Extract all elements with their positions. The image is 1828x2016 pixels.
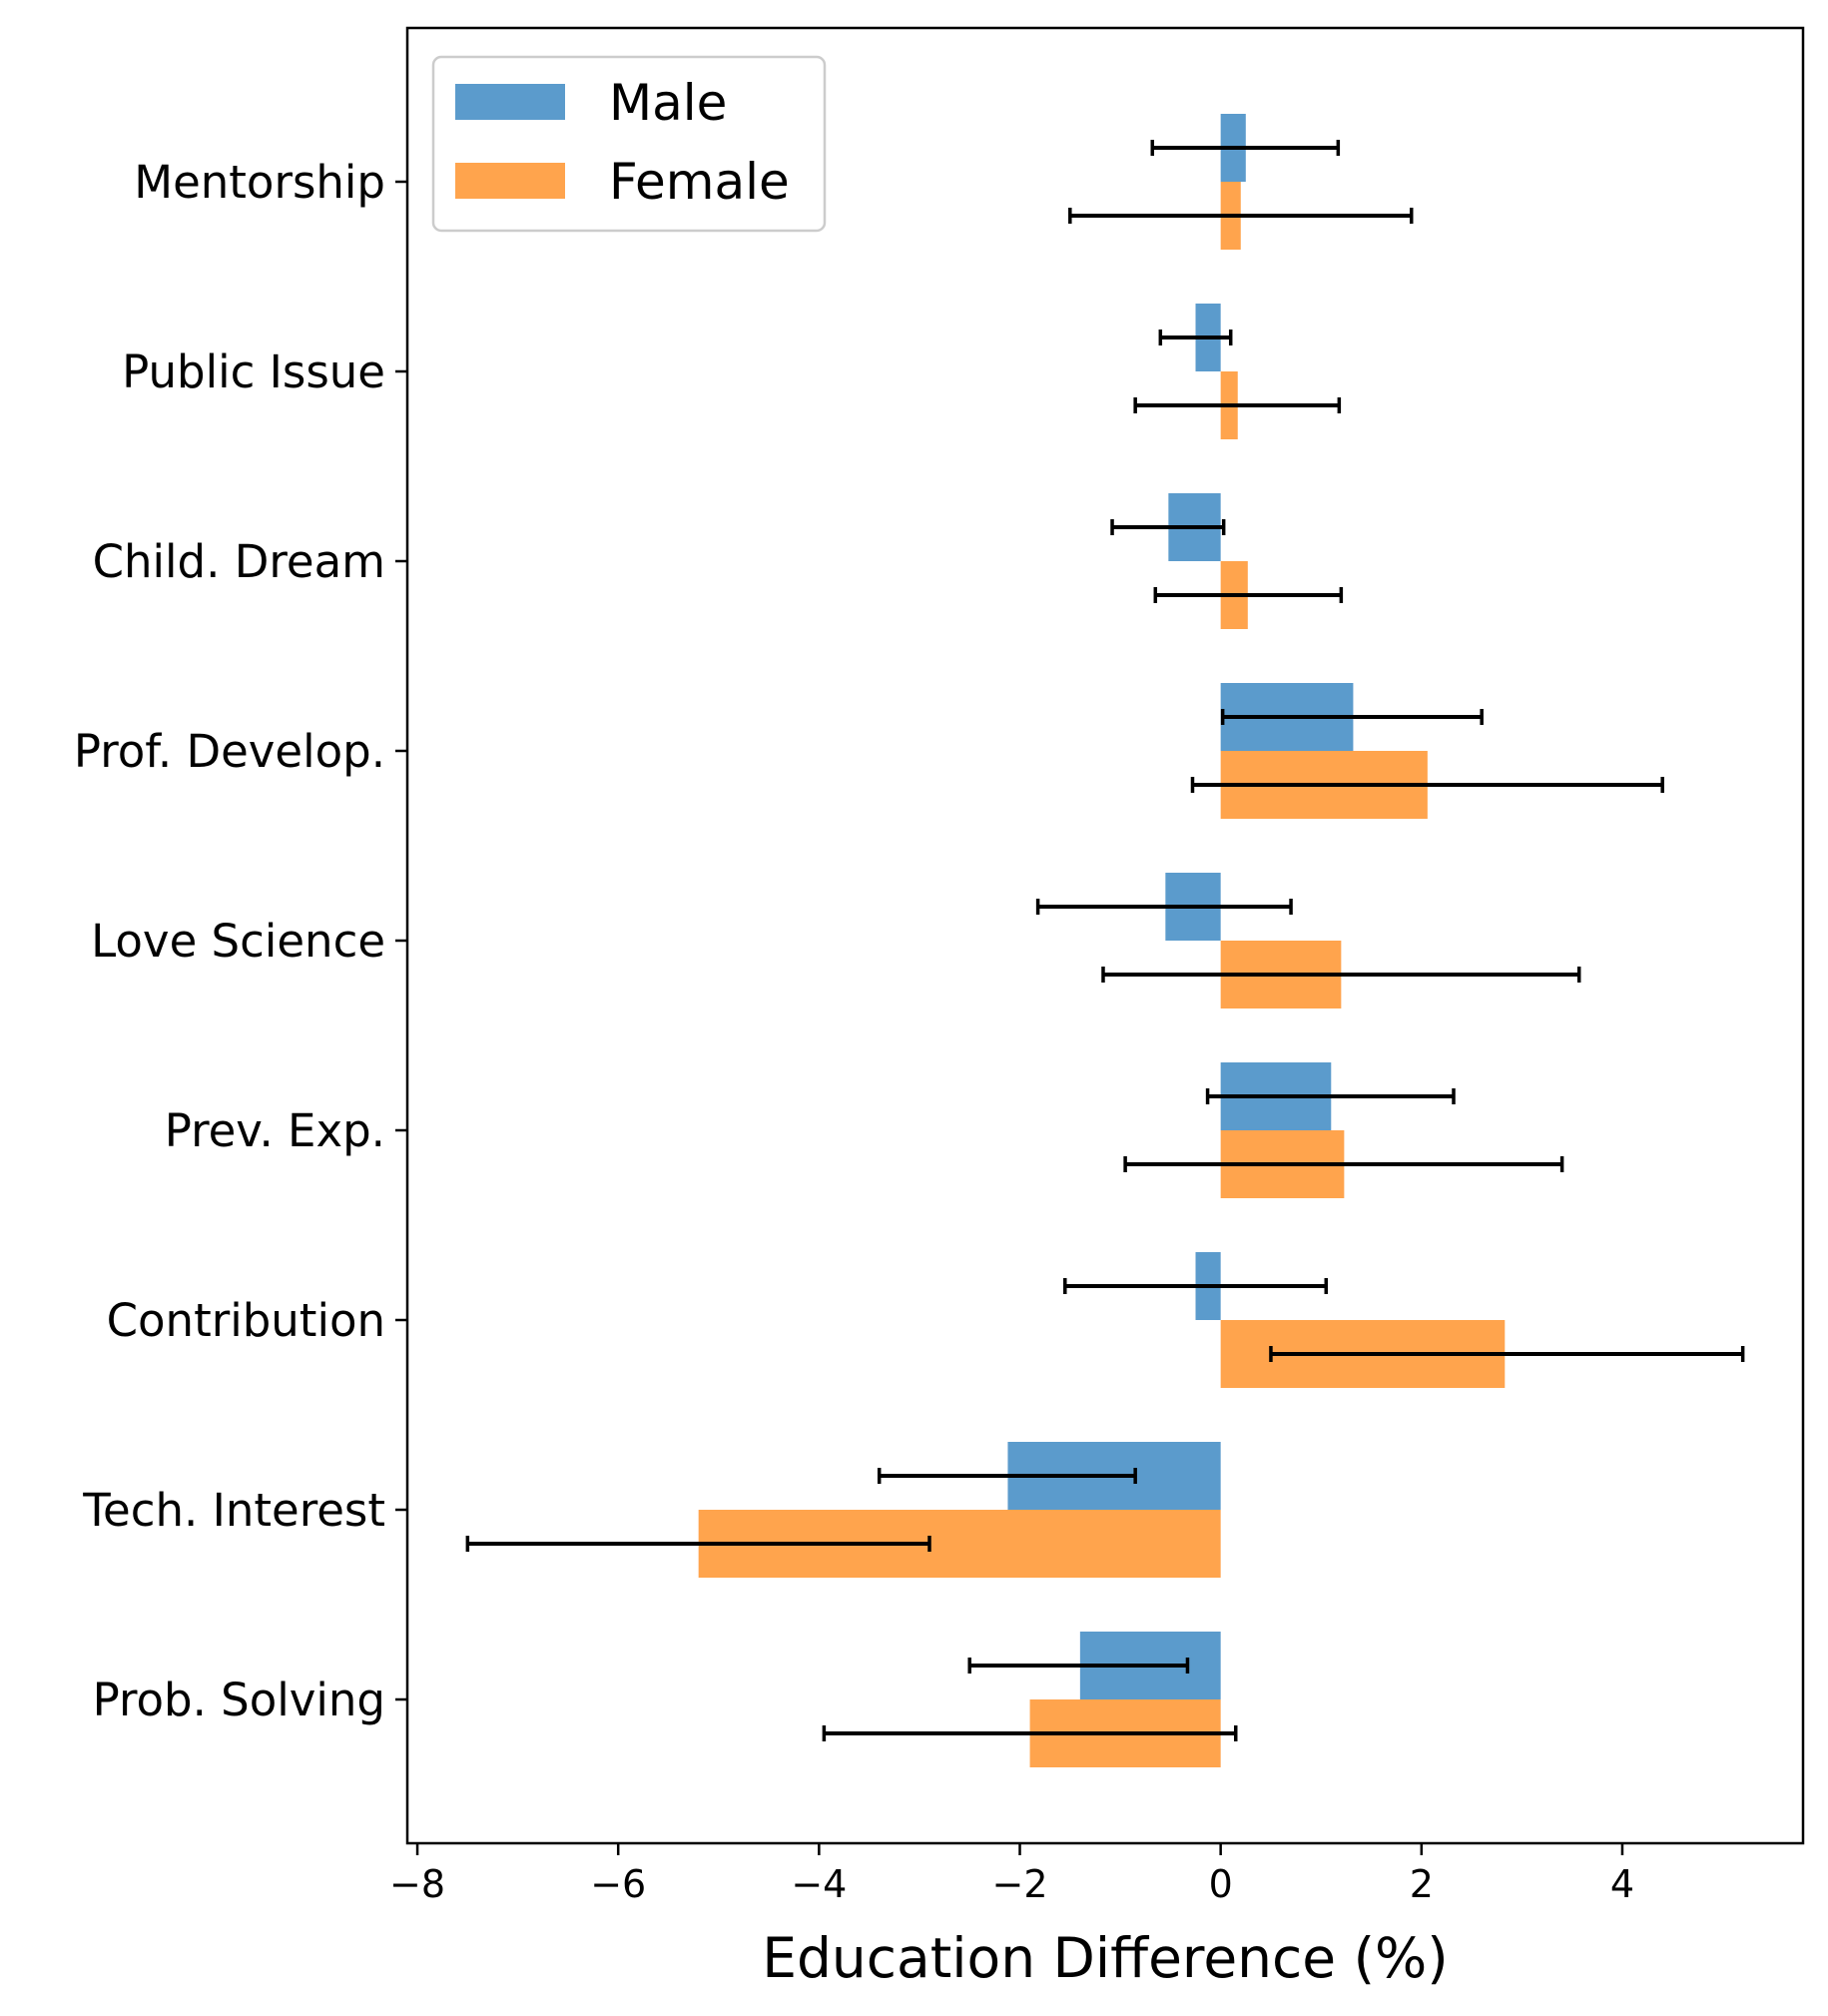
y-tick-label-public-issue: Public Issue: [122, 345, 385, 398]
errorbar-male-prob-solving: [967, 1658, 1190, 1674]
y-tick-label-prob-solving: Prob. Solving: [93, 1674, 385, 1726]
errorbar-male-prof-develop: [1220, 709, 1484, 725]
errorbar-female-public-issue: [1133, 397, 1342, 413]
legend-swatch-male: [455, 84, 565, 120]
errorbar-female-mentorship: [1068, 208, 1414, 224]
y-axis: Mentorship Public Issue Child. Dream Prof. …: [74, 156, 407, 1726]
x-tick-label-0: −8: [389, 1862, 445, 1906]
y-tick-label-prof-develop: Prof. Develop.: [74, 725, 385, 778]
y-tick-label-tech-interest: Tech. Interest: [82, 1484, 385, 1537]
errorbar-female-love-science: [1101, 967, 1581, 983]
errorbar-female-child-dream: [1153, 587, 1344, 603]
errorbar-male-mentorship: [1150, 140, 1341, 156]
errorbar-male-tech-interest: [877, 1468, 1137, 1484]
legend-swatch-female: [455, 163, 565, 199]
y-tick-label-mentorship: Mentorship: [134, 156, 385, 209]
errorbars-layer: [465, 140, 1745, 1741]
errorbar-female-prob-solving: [822, 1725, 1238, 1741]
y-tick-label-prev-exp: Prev. Exp.: [165, 1104, 385, 1157]
x-tick-label-3: −2: [991, 1862, 1047, 1906]
legend-label-female: Female: [609, 153, 790, 211]
x-axis-title: Education Difference (%): [762, 1926, 1449, 1990]
errorbar-male-prev-exp: [1205, 1088, 1456, 1104]
x-tick-label-1: −6: [590, 1862, 646, 1906]
errorbar-male-contribution: [1063, 1278, 1329, 1294]
errorbar-male-child-dream: [1110, 519, 1226, 535]
legend-label-male: Male: [609, 74, 727, 132]
errorbar-male-public-issue: [1158, 330, 1233, 345]
x-tick-label-5: 2: [1410, 1862, 1434, 1906]
errorbar-female-prev-exp: [1123, 1156, 1564, 1172]
y-tick-label-child-dream: Child. Dream: [93, 535, 385, 588]
errorbar-female-contribution: [1269, 1346, 1745, 1362]
plot-frame: [405, 26, 1805, 1845]
legend: Male Female: [431, 55, 827, 233]
errorbar-female-tech-interest: [465, 1536, 931, 1552]
x-tick-label-6: 4: [1610, 1862, 1634, 1906]
errorbar-male-love-science: [1035, 899, 1293, 915]
x-axis: −8 −6 −4 −2 0 2 4: [389, 1843, 1634, 1906]
x-tick-label-4: 0: [1209, 1862, 1233, 1906]
x-tick-label-2: −4: [791, 1862, 847, 1906]
y-tick-label-contribution: Contribution: [107, 1294, 385, 1347]
errorbar-female-prof-develop: [1190, 777, 1664, 793]
y-tick-label-love-science: Love Science: [91, 915, 385, 968]
